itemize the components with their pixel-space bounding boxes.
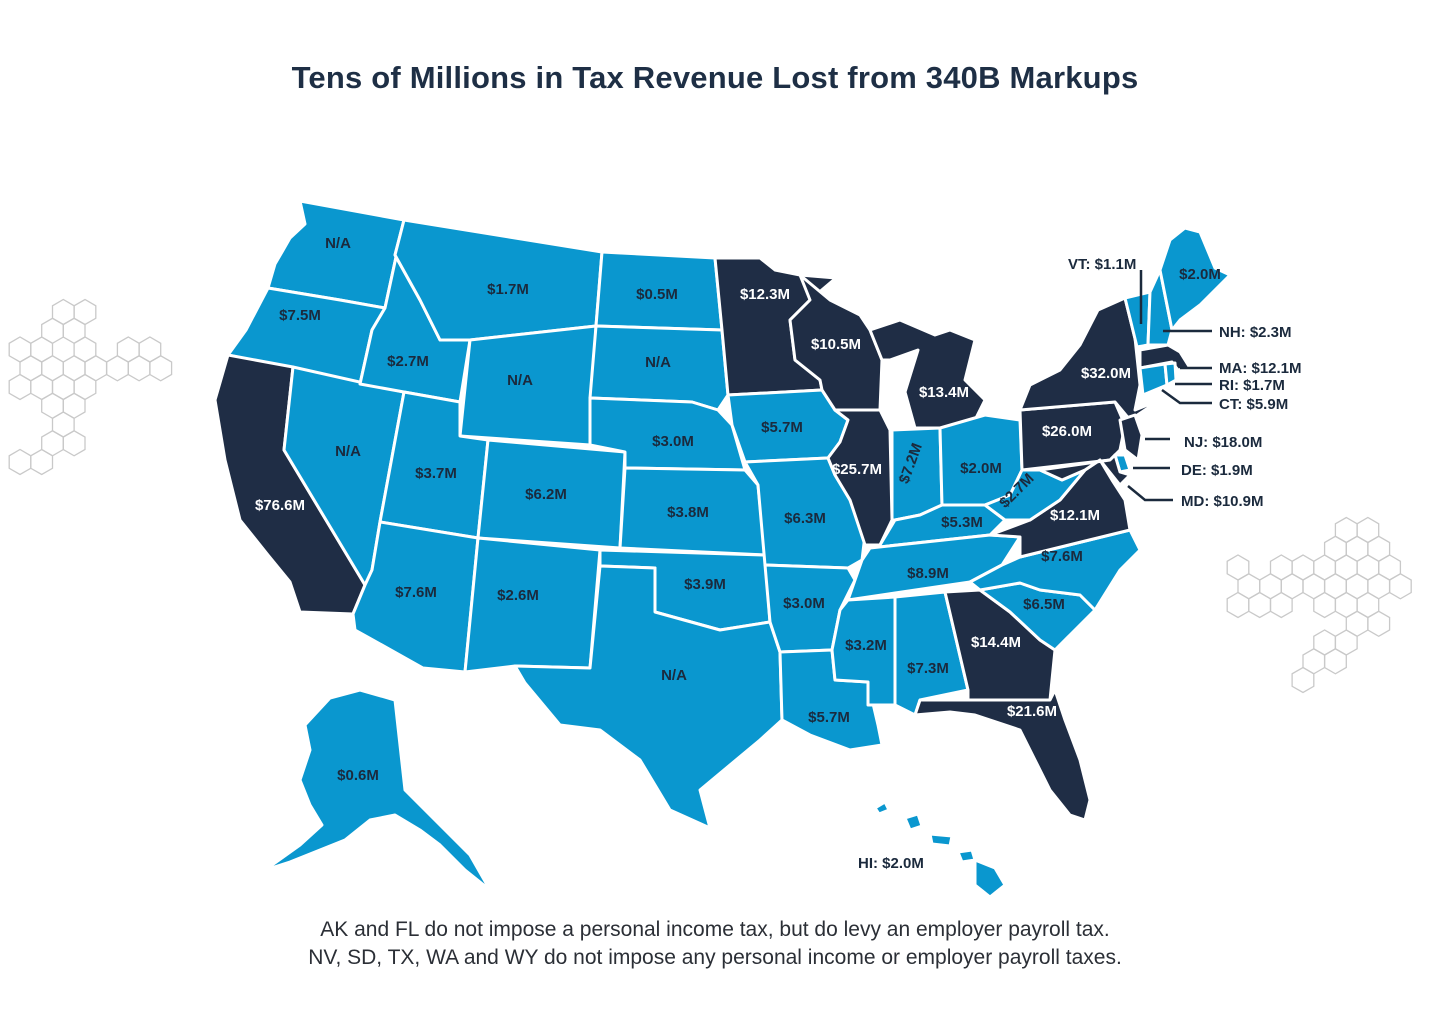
- label-nm: $2.6M: [497, 587, 539, 604]
- state-FL: [913, 688, 1092, 822]
- state-HI: [873, 800, 1007, 899]
- label-ga: $14.4M: [971, 634, 1021, 651]
- label-tx: N/A: [661, 667, 687, 684]
- label-pa: $26.0M: [1042, 423, 1092, 440]
- label-mo: $6.3M: [784, 510, 826, 527]
- label-nc: $7.6M: [1041, 548, 1083, 565]
- label-me: $2.0M: [1179, 266, 1221, 283]
- label-nd: $0.5M: [636, 286, 678, 303]
- label-wi: $10.5M: [811, 336, 861, 353]
- state-value-labels: N/A $7.5M $76.6M N/A $2.7M $1.7M N/A $3.7M $6.2M…: [255, 235, 1221, 784]
- state-NC: [968, 528, 1142, 612]
- label-ks: $3.8M: [667, 504, 709, 521]
- state-AK: [263, 688, 492, 892]
- state-NJ: [1118, 413, 1144, 462]
- label-wy: N/A: [507, 372, 533, 389]
- label-wa: N/A: [325, 235, 351, 252]
- callout-ri: RI: $1.7M: [1219, 377, 1285, 394]
- label-ky: $5.3M: [941, 514, 983, 531]
- label-co: $6.2M: [525, 486, 567, 503]
- state-NM: [463, 536, 602, 674]
- label-ny: $32.0M: [1081, 365, 1131, 382]
- label-sd: N/A: [645, 354, 671, 371]
- callout-nh: NH: $2.3M: [1219, 324, 1292, 341]
- label-tn: $8.9M: [907, 565, 949, 582]
- label-az: $7.6M: [395, 584, 437, 601]
- label-ms: $3.2M: [845, 637, 887, 654]
- hexagon-pattern-decoration: [8, 298, 1412, 694]
- label-ia: $5.7M: [761, 419, 803, 436]
- label-mn: $12.3M: [740, 286, 790, 303]
- label-oh: $2.0M: [960, 460, 1002, 477]
- callout-de: DE: $1.9M: [1181, 462, 1253, 479]
- state-MD: [1038, 453, 1132, 487]
- label-la: $5.7M: [808, 709, 850, 726]
- state-TX: [513, 564, 784, 830]
- label-mt: $1.7M: [487, 281, 529, 298]
- callout-leaders: [1127, 270, 1212, 502]
- label-nv: N/A: [335, 443, 361, 460]
- state-RI: [1163, 361, 1178, 387]
- label-ok: $3.9M: [684, 576, 726, 593]
- label-or: $7.5M: [279, 307, 321, 324]
- callout-hi: HI: $2.0M: [858, 855, 924, 872]
- map-title: Tens of Millions in Tax Revenue Lost fro…: [291, 60, 1139, 95]
- label-ut: $3.7M: [415, 465, 457, 482]
- label-ca: $76.6M: [255, 497, 305, 514]
- label-ne: $3.0M: [652, 433, 694, 450]
- label-mi: $13.4M: [919, 384, 969, 401]
- label-al: $7.3M: [907, 660, 949, 677]
- callout-ma: MA: $12.1M: [1219, 360, 1302, 377]
- label-id: $2.7M: [387, 353, 429, 370]
- callout-vt: VT: $1.1M: [1068, 256, 1136, 273]
- state-IL: [826, 408, 894, 547]
- label-fl: $21.6M: [1007, 703, 1057, 720]
- callout-md: MD: $10.9M: [1181, 493, 1264, 510]
- footnote-line-1: AK and FL do not impose a personal incom…: [320, 918, 1110, 941]
- label-il: $25.7M: [832, 461, 882, 478]
- label-va: $12.1M: [1050, 507, 1100, 524]
- callout-ct: CT: $5.9M: [1219, 396, 1288, 413]
- label-sc: $6.5M: [1023, 596, 1065, 613]
- footnote-line-2: NV, SD, TX, WA and WY do not impose any …: [308, 946, 1122, 969]
- state-MI: [868, 318, 987, 430]
- state-ME: [1158, 226, 1232, 332]
- state-NH: [1146, 268, 1174, 347]
- callout-nj: NJ: $18.0M: [1184, 434, 1262, 451]
- label-ar: $3.0M: [783, 595, 825, 612]
- label-ak: $0.6M: [337, 767, 379, 784]
